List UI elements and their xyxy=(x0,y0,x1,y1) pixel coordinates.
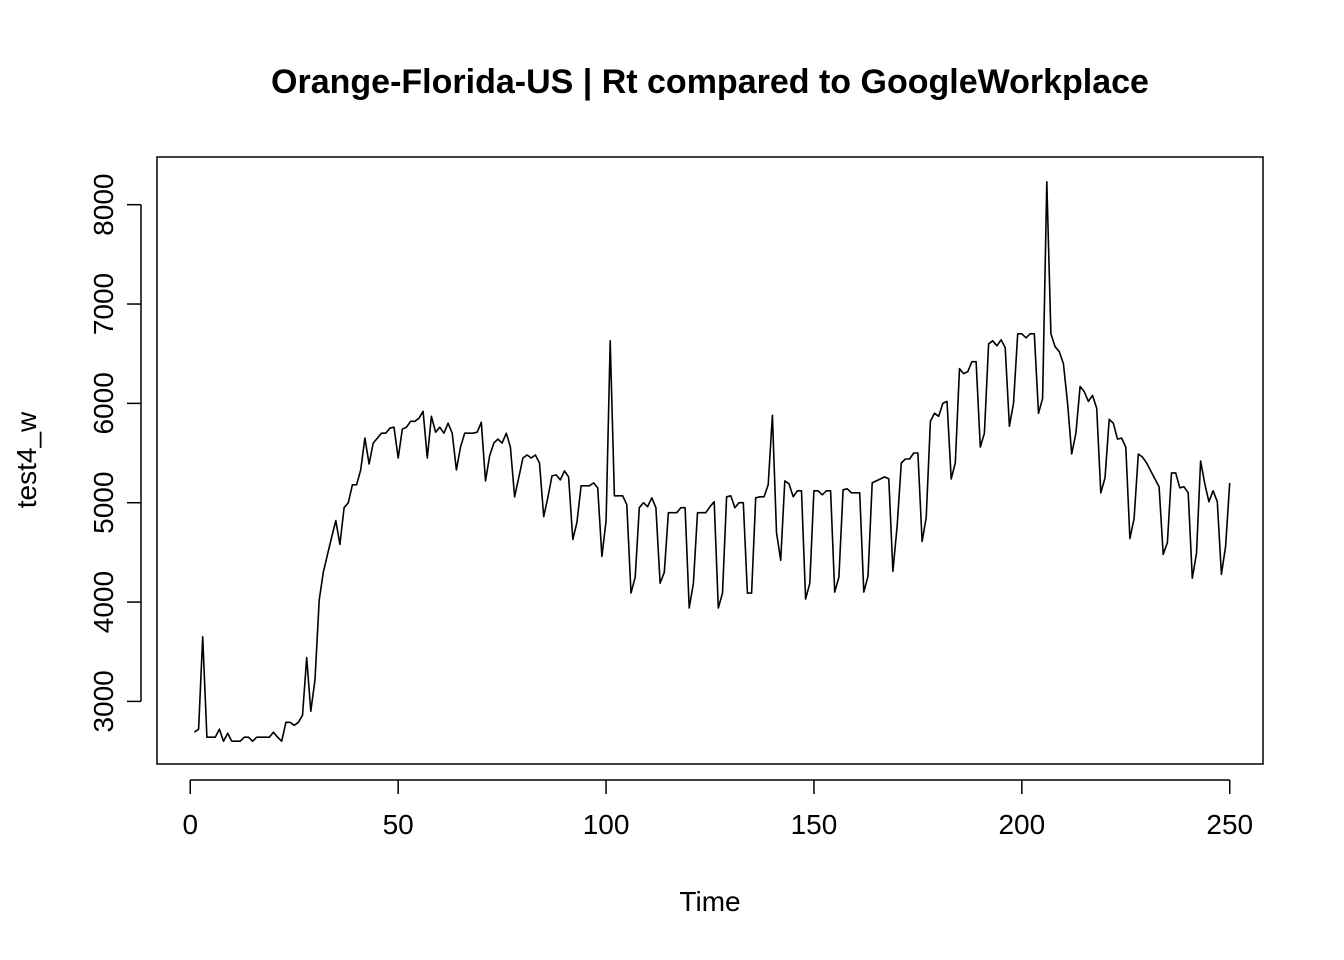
plot-frame xyxy=(156,156,1264,765)
y-tick-label: 4000 xyxy=(88,571,119,633)
x-tick-label: 150 xyxy=(791,809,838,840)
x-tick-label: 50 xyxy=(383,809,414,840)
y-tick-label: 8000 xyxy=(88,174,119,236)
x-tick-label: 200 xyxy=(998,809,1045,840)
y-axis: 3000 4000 5000 6000 7000 8000 xyxy=(88,174,142,733)
chart-title: Orange-Florida-US | Rt compared to Googl… xyxy=(271,63,1149,101)
x-axis-label: Time xyxy=(679,886,740,917)
x-tick-label: 100 xyxy=(583,809,630,840)
y-axis-label: test4_w xyxy=(11,411,42,508)
y-tick-label: 7000 xyxy=(88,273,119,335)
y-tick-label: 6000 xyxy=(88,372,119,434)
series-group xyxy=(193,181,1231,743)
x-axis: 0 50 100 150 200 250 xyxy=(182,779,1253,840)
y-tick-label: 3000 xyxy=(88,670,119,732)
x-tick-label: 0 xyxy=(182,809,198,840)
series-line xyxy=(193,181,1231,743)
y-tick-label: 5000 xyxy=(88,472,119,534)
x-tick-label: 250 xyxy=(1206,809,1253,840)
